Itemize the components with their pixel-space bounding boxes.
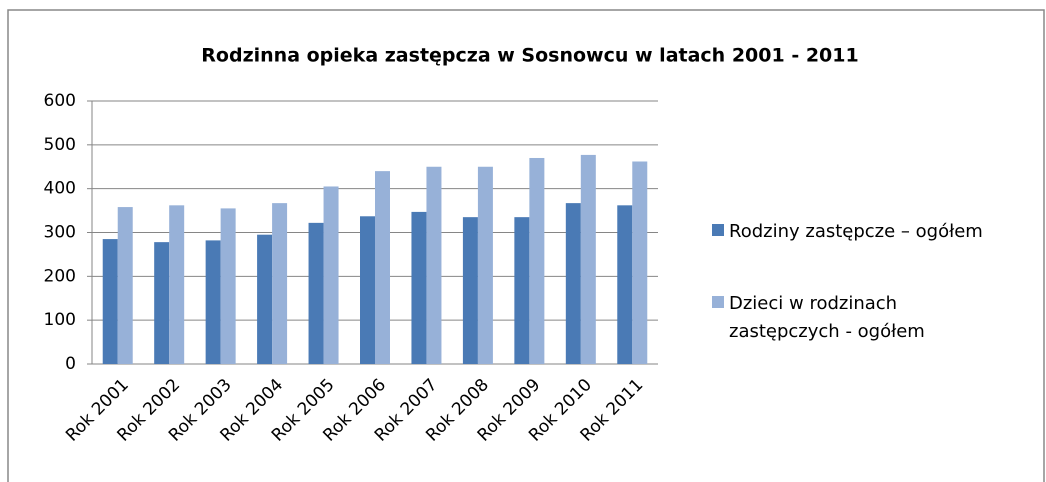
- legend-label: Dzieci w rodzinach zastępczych - ogółem: [729, 293, 925, 342]
- y-tick-label: 0: [65, 354, 76, 374]
- bar: [308, 222, 324, 364]
- legend-item: Rodziny zastępcze – ogółem: [712, 218, 1029, 246]
- y-tick-label: 200: [44, 266, 76, 286]
- bar: [617, 205, 633, 364]
- bar: [411, 211, 427, 364]
- legend-swatch: [712, 296, 724, 308]
- y-tick-label: 300: [44, 223, 76, 243]
- y-tick-label: 500: [44, 135, 76, 155]
- legend-item: Dzieci w rodzinach zastępczych - ogółem: [712, 290, 969, 346]
- bar: [462, 217, 478, 364]
- bar: [323, 186, 339, 364]
- bar: [477, 166, 493, 364]
- bar: [220, 208, 236, 364]
- y-tick-label: 100: [44, 310, 76, 330]
- bar: [257, 234, 273, 364]
- bar: [102, 239, 118, 364]
- bar: [514, 217, 530, 364]
- bar: [117, 207, 133, 364]
- legend-swatch: [712, 224, 724, 236]
- bar: [272, 203, 288, 364]
- bar: [375, 171, 390, 364]
- chart-title: Rodzinna opieka zastępcza w Sosnowcu w l…: [201, 45, 858, 67]
- bar: [154, 242, 170, 364]
- chart-frame: [7, 9, 1045, 482]
- bar: [169, 205, 185, 364]
- bar: [426, 166, 442, 364]
- y-tick-label: 400: [44, 179, 76, 199]
- bar: [565, 203, 581, 364]
- bar: [632, 161, 648, 364]
- bar: [580, 154, 596, 364]
- bar: [205, 240, 221, 364]
- bar: [529, 157, 545, 364]
- y-tick-label: 600: [44, 91, 76, 111]
- legend-label: Rodziny zastępcze – ogółem: [729, 221, 983, 242]
- bar: [360, 216, 375, 364]
